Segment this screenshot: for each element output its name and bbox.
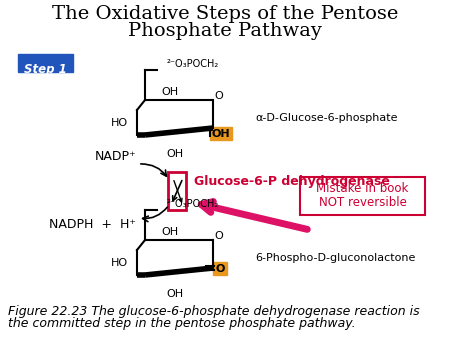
Text: O: O [215,231,223,241]
Text: Phosphate Pathway: Phosphate Pathway [128,22,322,40]
Text: ²⁻O₃POCH₂: ²⁻O₃POCH₂ [167,199,219,209]
Bar [168,172,186,210]
Bar [210,127,232,140]
Text: Mistake in book: Mistake in book [316,183,409,195]
Text: O: O [215,91,223,101]
Text: HO: HO [110,258,127,268]
Text: α-D-Glucose-6-phosphate: α-D-Glucose-6-phosphate [255,113,397,123]
Text: NOT reversible: NOT reversible [319,196,406,210]
Bar [300,177,425,215]
Text: O: O [215,264,225,274]
Text: The Oxidative Steps of the Pentose: The Oxidative Steps of the Pentose [52,5,398,23]
Text: NADP⁺: NADP⁺ [94,150,136,164]
Text: OH: OH [212,129,230,139]
Text: NADPH  +  H⁺: NADPH + H⁺ [49,218,136,232]
Text: ²⁻O₃POCH₂: ²⁻O₃POCH₂ [167,59,219,69]
Text: the committed step in the pentose phosphate pathway.: the committed step in the pentose phosph… [8,317,356,330]
Text: OH: OH [162,227,179,237]
Text: HO: HO [110,118,127,128]
Text: OH: OH [166,289,184,299]
Text: Figure 22.23 The glucose-6-phosphate dehydrogenase reaction is: Figure 22.23 The glucose-6-phosphate deh… [8,305,419,318]
Text: 6-Phospho-D-gluconolactone: 6-Phospho-D-gluconolactone [255,253,415,263]
Text: OH: OH [162,87,179,97]
Text: Step 1: Step 1 [23,63,67,76]
Bar [18,54,73,72]
Text: OH: OH [166,149,184,159]
Bar [213,262,227,275]
Text: Glucose-6-P dehydrogenase: Glucose-6-P dehydrogenase [194,175,390,189]
